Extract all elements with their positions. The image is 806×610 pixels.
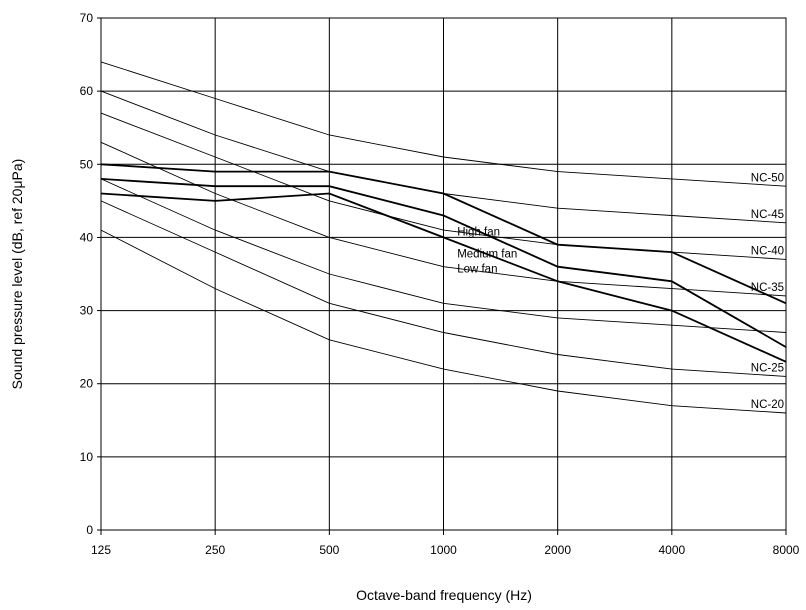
y-tick-label-30: 30 — [80, 304, 94, 318]
y-tick-label-50: 50 — [80, 157, 94, 171]
series-line-reference-4 — [100, 178, 787, 333]
x-tick-label-125: 125 — [91, 543, 111, 557]
x-tick-label-2000: 2000 — [544, 543, 571, 557]
curve-label-nc-50: NC-50 — [751, 172, 784, 184]
series-line-nc-50 — [100, 61, 787, 187]
series-line-nc-25 — [100, 200, 787, 377]
series-line-medium-fan — [100, 178, 787, 348]
series-line-nc-35 — [100, 141, 787, 297]
y-tick-label-0: 0 — [86, 523, 93, 537]
curve-label-nc-25: NC-25 — [751, 362, 784, 374]
curve-label-medium-fan: Medium fan — [457, 249, 517, 261]
x-tick-label-4000: 4000 — [658, 543, 685, 557]
curve-labels: NC-50 NC-45 NC-40 NC-35 NC-25 NC-20 High fan Me… — [457, 172, 784, 411]
y-tick-label-70: 70 — [80, 11, 94, 25]
x-tick-label-1000: 1000 — [430, 543, 457, 557]
x-tick-label-500: 500 — [319, 543, 339, 557]
y-tick-label-20: 20 — [80, 377, 94, 391]
curve-label-nc-20: NC-20 — [751, 399, 784, 411]
y-axis-title: Sound pressure level (dB, ref 20μPa) — [9, 159, 25, 390]
curve-label-low-fan: Low fan — [457, 263, 497, 275]
x-axis-title: Octave-band frequency (Hz) — [356, 587, 532, 603]
curve-label-nc-35: NC-35 — [751, 282, 784, 294]
y-tick-label-40: 40 — [80, 230, 94, 244]
curve-label-nc-45: NC-45 — [751, 209, 784, 221]
x-tick-label-250: 250 — [205, 543, 225, 557]
curve-label-nc-40: NC-40 — [751, 245, 784, 257]
y-tick-label-60: 60 — [80, 84, 94, 98]
series-line-nc-20 — [100, 229, 787, 414]
x-axis-ticks: 125 250 500 1000 2000 4000 8000 — [91, 530, 800, 557]
x-tick-label-8000: 8000 — [773, 543, 800, 557]
series-line-low-fan — [100, 192, 787, 363]
series-line-high-fan — [100, 163, 787, 305]
series-layer — [100, 61, 787, 414]
curve-label-high-fan: High fan — [457, 227, 500, 239]
y-axis-ticks: 0 10 20 30 40 50 60 70 — [80, 11, 101, 537]
y-tick-label-10: 10 — [80, 450, 94, 464]
